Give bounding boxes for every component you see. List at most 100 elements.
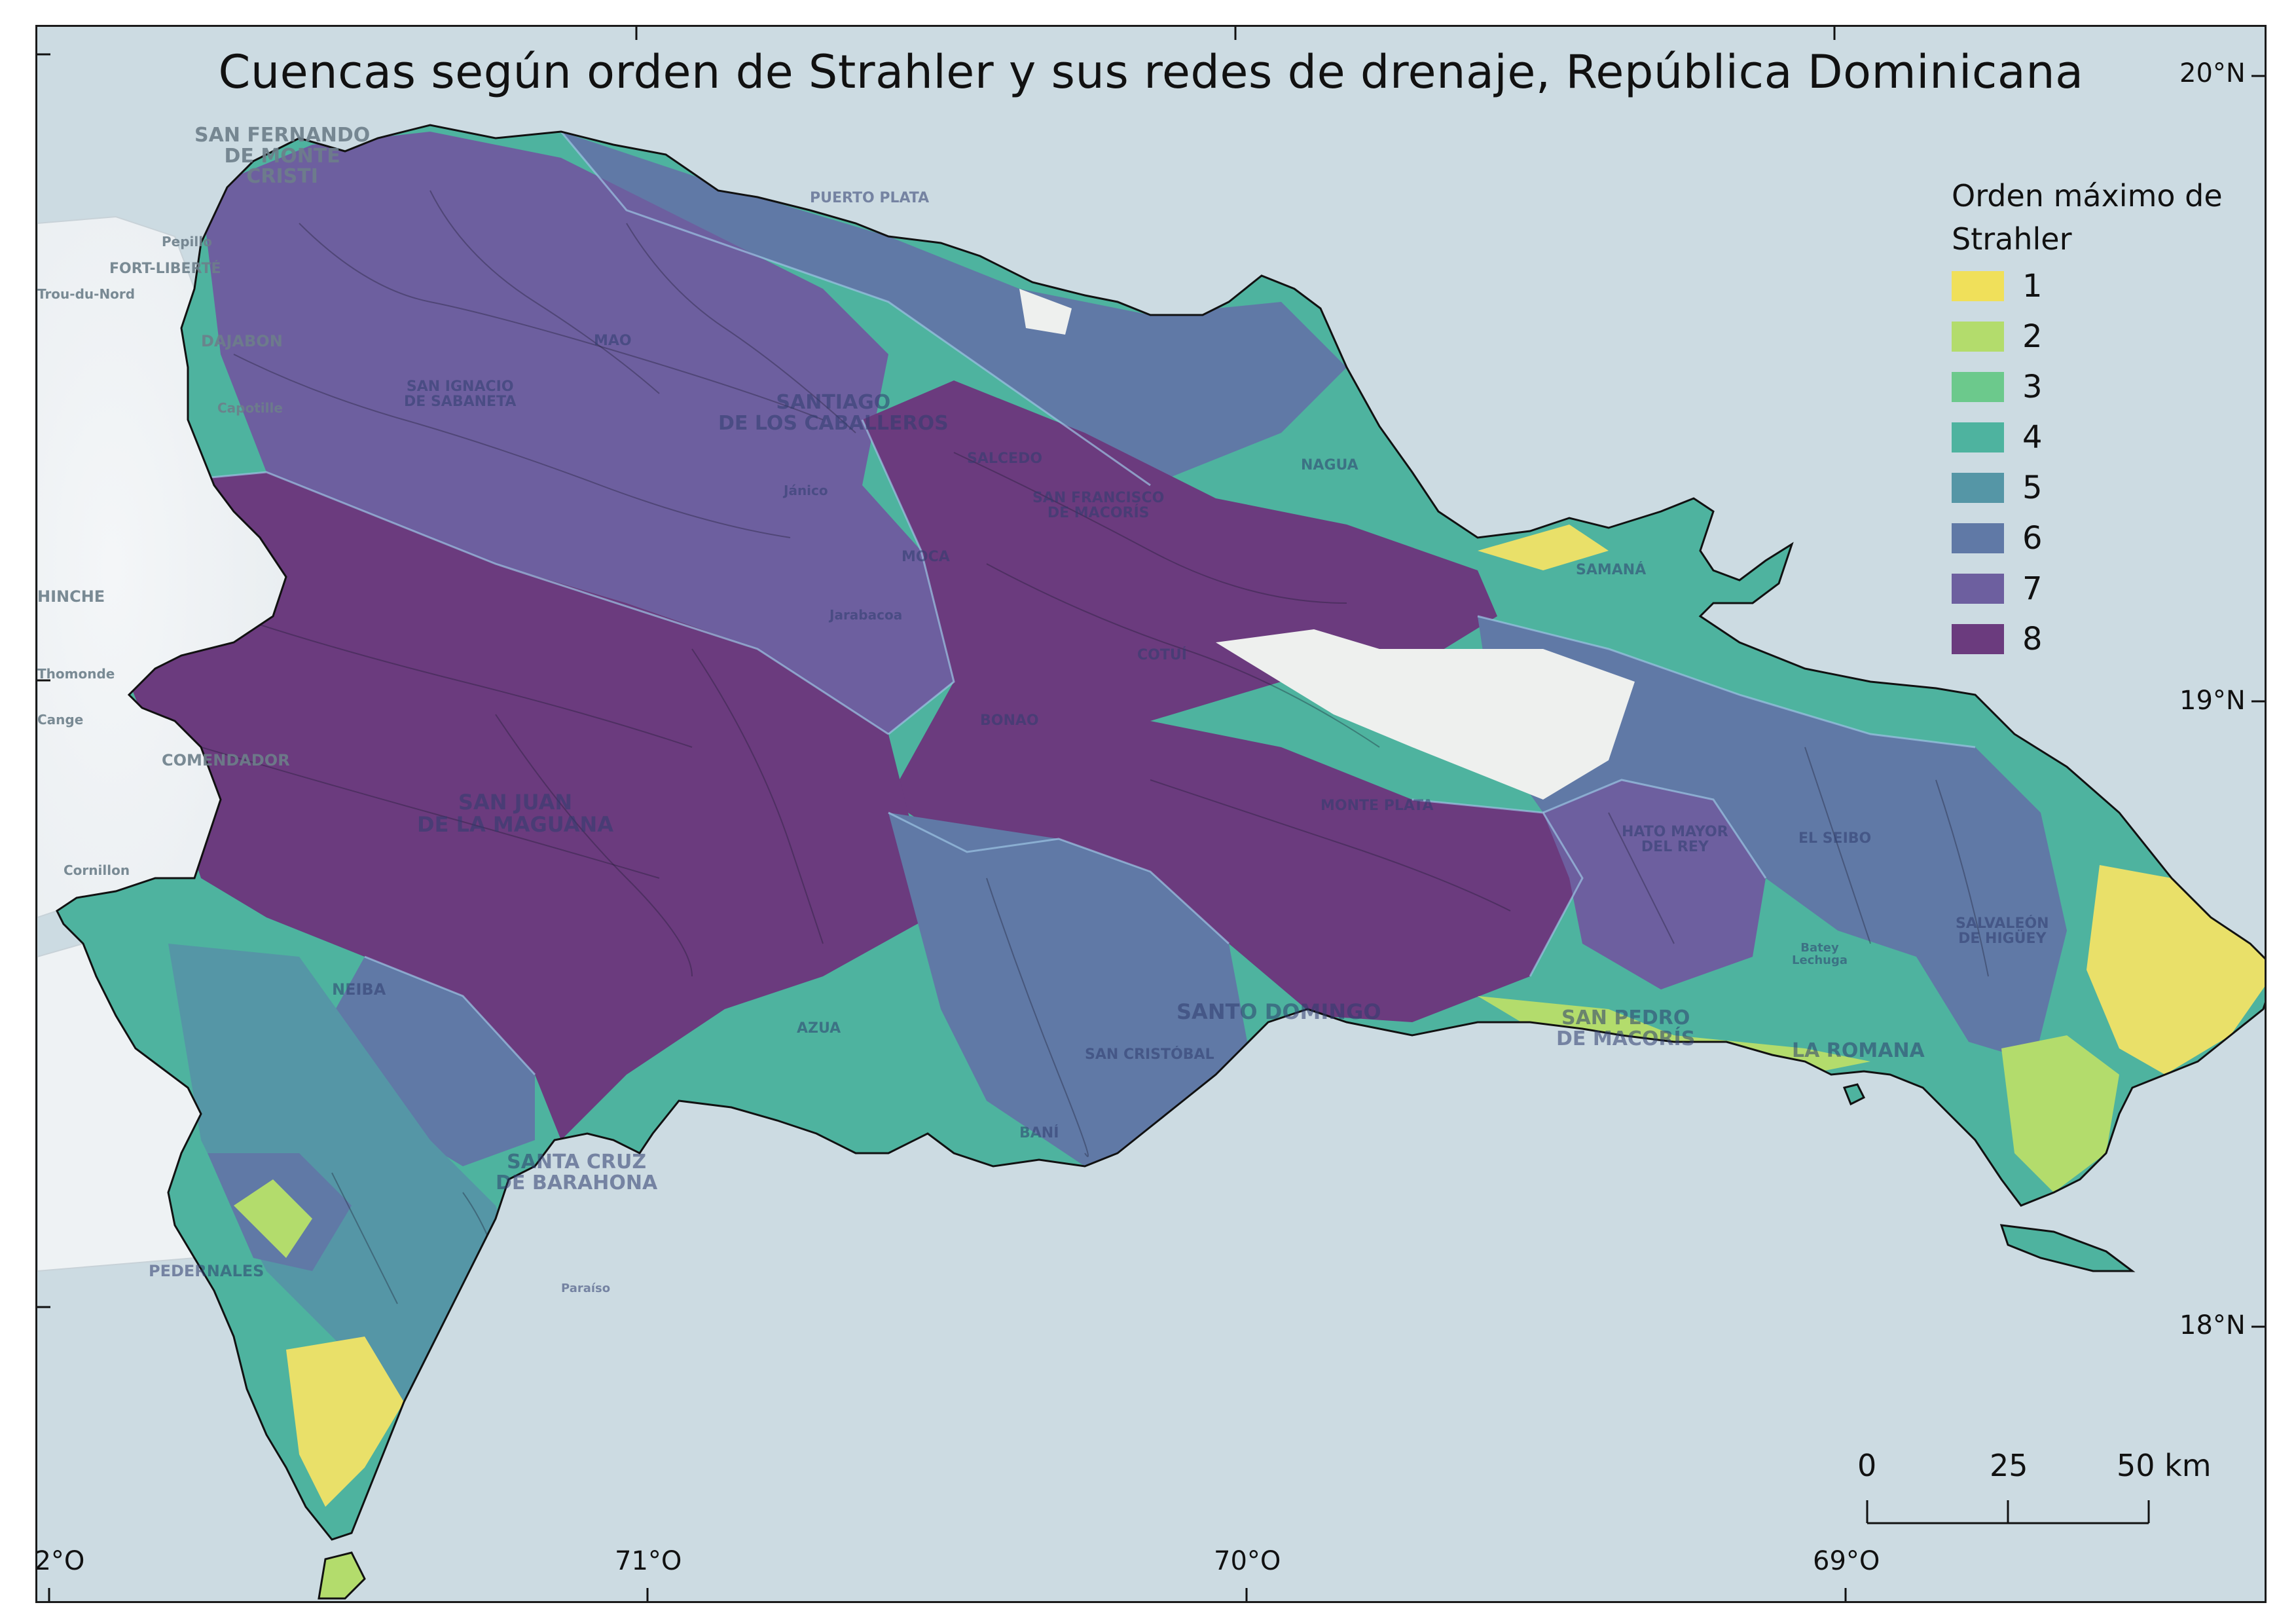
place-label: SAN PEDRO DE MACORÍS [1556, 1006, 1696, 1050]
place-label: Cornillon [64, 862, 130, 878]
place-label: Pepillo [162, 234, 212, 249]
basin-order-1-samana [1478, 525, 1609, 570]
legend-swatch [1952, 523, 2004, 553]
no-data-area [1216, 629, 1635, 800]
legend-swatch [1952, 321, 2004, 352]
place-label: COTUÍ [1137, 647, 1187, 663]
place-label: NEIBA [332, 980, 386, 999]
basin-boundaries [128, 131, 1976, 1076]
drainage-network [200, 190, 1989, 1304]
scale-label: 0 [1857, 1448, 1877, 1483]
basin-order-8-west [116, 472, 941, 1140]
place-label: SALVALEÓN DE HIGÜEY [1956, 915, 2049, 948]
basin-order-1-sw [286, 1337, 404, 1507]
island-beata[interactable] [318, 1551, 366, 1600]
place-label: COMENDADOR [162, 751, 290, 769]
scale-bar [1866, 1500, 2150, 1524]
place-label: SALCEDO [967, 451, 1043, 467]
place-label: SAN CRISTÓBAL [1085, 1046, 1214, 1063]
place-label: PUERTO PLATA [810, 190, 930, 206]
place-label: SAN FERNANDO DE MONTE CRISTI [194, 124, 371, 188]
legend-item: 4 [1952, 412, 2227, 462]
place-label: MAO [594, 333, 632, 349]
place-label: Thomonde [37, 666, 115, 682]
legend-item: 1 [1952, 261, 2227, 311]
legend-item: 2 [1952, 311, 2227, 361]
legend-swatch [1952, 270, 2004, 301]
legend-label: 6 [2022, 519, 2043, 557]
place-label: MONTE PLATA [1321, 798, 1434, 814]
basin-order-7-east [1543, 780, 1766, 989]
legend-items: 1 2 3 4 5 6 7 8 [1952, 261, 2227, 664]
place-label: AZUA [797, 1020, 841, 1037]
legend-item: 3 [1952, 361, 2227, 412]
basin-order-2-sw [234, 1179, 312, 1258]
place-label: MOCA [902, 549, 950, 565]
legend-label: 4 [2022, 418, 2043, 456]
place-label: HATO MAYOR DEL REY [1622, 824, 1728, 856]
legend-title: Orden máximo de Strahler [1952, 178, 2223, 257]
place-label: SAN JUAN DE LA MAGUANA [417, 790, 614, 837]
place-label: FORT-LIBERTÉ [109, 261, 221, 277]
legend: Orden máximo de Strahler 1 2 3 4 5 6 7 8 [1952, 174, 2227, 664]
place-label: SANTIAGO DE LOS CABALLEROS [718, 391, 949, 435]
island-catalina[interactable] [1842, 1083, 1866, 1106]
map-canvas[interactable] [37, 27, 2265, 1601]
lon-tick-label: 70°O [1214, 1546, 1281, 1576]
scale-label: 50 km [2117, 1448, 2212, 1483]
place-label: Cange [37, 712, 84, 728]
place-label: PEDERNALES [149, 1262, 264, 1280]
lon-tick-label: 72°O [35, 1546, 85, 1576]
basin-order-2-east [2001, 1035, 2119, 1192]
basin-order-1-east [2086, 865, 2265, 1075]
place-label: Batey Lechuga [1792, 941, 1848, 967]
place-label: Trou-du-Nord [37, 286, 136, 302]
no-data-area [1019, 289, 1072, 335]
place-label: Capotille [217, 400, 283, 416]
basin-order-6-east [1478, 616, 2067, 1061]
legend-swatch [1952, 623, 2004, 654]
basin-order-6-sw [299, 957, 535, 1166]
legend-label: 5 [2022, 469, 2043, 506]
place-label: DAJABON [201, 332, 283, 350]
place-label: BONAO [980, 712, 1039, 729]
legend-item: 8 [1952, 614, 2227, 664]
legend-item: 6 [1952, 513, 2227, 563]
coastline [56, 124, 2265, 1541]
scale-label: 25 [1990, 1448, 2028, 1483]
legend-label: 2 [2022, 318, 2043, 355]
basin-order-5-sw [168, 944, 528, 1402]
place-label: NAGUA [1301, 457, 1358, 473]
place-label: EL SEIBO [1798, 830, 1872, 847]
basin-order-7 [201, 132, 954, 734]
graticule-ticks [37, 27, 2265, 1601]
basins-layer [57, 125, 2265, 1540]
place-label: Jarabacoa [829, 607, 903, 623]
lat-tick-label: 19°N [2179, 686, 2246, 716]
basin-order-6 [561, 132, 1347, 485]
island-saona[interactable] [1999, 1224, 2136, 1272]
legend-swatch [1952, 573, 2004, 604]
place-label: Jánico [784, 483, 828, 498]
place-label: SAN IGNACIO DE SABANETA [404, 378, 517, 411]
place-label: HINCHE [37, 587, 105, 606]
map-frame: SAN FERNANDO DE MONTE CRISTI PUERTO PLATA… [35, 25, 2267, 1603]
map-title: Cuencas según orden de Strahler y sus re… [218, 45, 2084, 99]
legend-swatch [1952, 422, 2004, 452]
place-label: SAMANÁ [1576, 562, 1647, 578]
legend-item: 7 [1952, 563, 2227, 614]
legend-item: 5 [1952, 462, 2227, 513]
legend-swatch [1952, 371, 2004, 402]
place-label: SAN FRANCISCO DE MACORÍS [1032, 490, 1165, 522]
place-label: BANÍ [1019, 1125, 1059, 1141]
basin-order-6-south [888, 813, 1248, 1166]
legend-swatch [1952, 472, 2004, 503]
legend-label: 7 [2022, 570, 2043, 607]
lat-tick-label: 18°N [2179, 1310, 2246, 1340]
place-label: LA ROMANA [1792, 1039, 1925, 1062]
basin-order-8 [862, 380, 1582, 1022]
lon-tick-label: 69°O [1813, 1546, 1880, 1576]
lon-tick-label: 71°O [615, 1546, 682, 1576]
legend-label: 8 [2022, 620, 2043, 657]
legend-label: 3 [2022, 368, 2043, 405]
